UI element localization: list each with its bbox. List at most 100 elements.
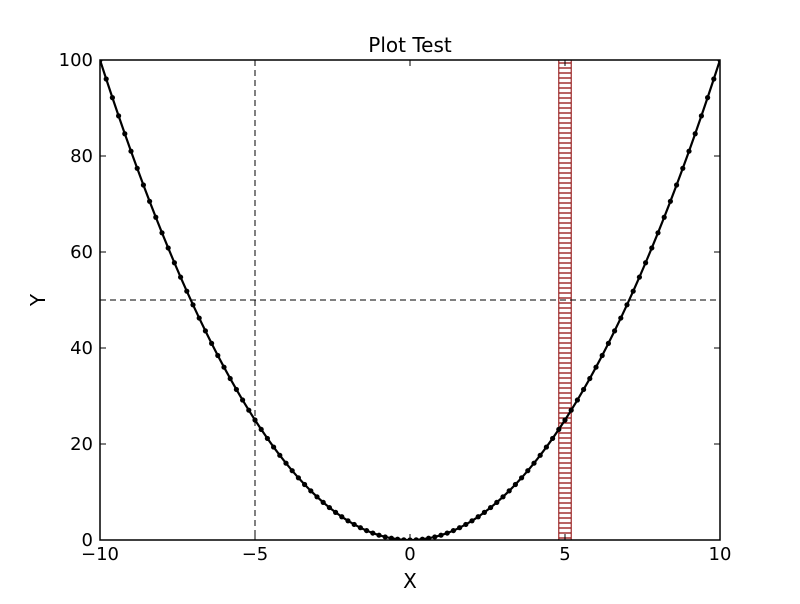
data-point (618, 315, 624, 321)
data-point (202, 328, 208, 334)
data-point (314, 494, 320, 500)
data-point (147, 198, 153, 204)
data-point (568, 407, 574, 413)
data-point (388, 535, 394, 540)
data-point (500, 494, 506, 500)
data-point (302, 481, 308, 488)
data-point (178, 274, 184, 280)
data-point (140, 182, 146, 188)
y-tick-label: 100 (59, 50, 93, 71)
data-point (345, 518, 351, 524)
data-point (128, 148, 134, 154)
data-point (116, 113, 122, 119)
data-point (705, 95, 711, 101)
data-point (159, 230, 165, 236)
data-point (537, 452, 543, 458)
data-point (475, 514, 481, 520)
data-point (680, 165, 686, 171)
data-point (122, 131, 128, 137)
data-point (661, 214, 667, 220)
data-point (556, 426, 562, 433)
data-point (599, 352, 605, 359)
data-point (295, 475, 301, 481)
data-point (481, 509, 487, 515)
data-point (196, 315, 202, 321)
data-point (395, 536, 401, 540)
data-point (171, 260, 177, 266)
data-point (153, 214, 159, 220)
data-point (264, 435, 270, 442)
data-point (692, 131, 698, 137)
data-point (277, 452, 283, 458)
data-point (308, 488, 314, 494)
x-tick-label: 0 (404, 544, 415, 565)
data-point (184, 288, 190, 294)
data-point (283, 460, 289, 466)
data-point (221, 364, 227, 370)
data-point (190, 302, 196, 308)
plot-clip-group (100, 60, 720, 540)
x-axis-label: X (403, 569, 417, 593)
data-point (240, 397, 246, 403)
data-point (469, 518, 475, 524)
data-point (488, 504, 494, 511)
data-point (333, 509, 339, 515)
series-line (100, 60, 720, 540)
data-point (103, 76, 109, 82)
data-point (134, 165, 140, 171)
data-point (271, 444, 277, 450)
data-point (605, 340, 612, 346)
data-point (587, 375, 593, 382)
y-tick-label: 80 (70, 146, 93, 167)
data-point (370, 530, 376, 536)
data-point (581, 386, 587, 393)
data-point (543, 444, 550, 450)
data-point (289, 468, 295, 474)
data-point (209, 340, 215, 346)
y-axis-label: Y (26, 293, 50, 307)
y-tick-label: 40 (70, 338, 93, 359)
data-point (574, 397, 581, 403)
data-point (320, 499, 326, 505)
data-point (351, 521, 357, 528)
y-tick-label: 60 (70, 242, 93, 263)
data-point (252, 417, 258, 423)
data-point (109, 95, 115, 101)
data-point (655, 230, 661, 236)
data-point (512, 481, 519, 488)
data-point (364, 527, 370, 534)
data-point (457, 525, 463, 531)
data-point (215, 352, 221, 359)
y-tick-label: 0 (82, 530, 93, 551)
data-point (165, 245, 171, 251)
data-point (258, 426, 264, 433)
data-point (612, 328, 618, 334)
data-point (519, 475, 525, 481)
data-point (382, 534, 388, 540)
data-point (426, 535, 432, 540)
data-point (444, 530, 450, 536)
data-point (494, 499, 500, 505)
data-point (649, 245, 655, 251)
data-point (593, 364, 599, 370)
data-point (531, 460, 537, 466)
x-tick-label: −5 (242, 544, 269, 565)
data-point (624, 302, 630, 308)
data-point (432, 534, 438, 540)
data-point (438, 532, 444, 538)
x-tick-label: 5 (559, 544, 570, 565)
chart-title: Plot Test (368, 33, 452, 57)
data-point (506, 488, 512, 494)
data-point (339, 514, 345, 520)
data-point (233, 386, 239, 393)
data-point (326, 504, 332, 511)
data-point (419, 536, 425, 540)
data-point (636, 274, 643, 280)
data-point (630, 288, 636, 294)
y-tick-label: 20 (70, 434, 93, 455)
data-point (562, 417, 568, 423)
data-point (711, 76, 717, 82)
